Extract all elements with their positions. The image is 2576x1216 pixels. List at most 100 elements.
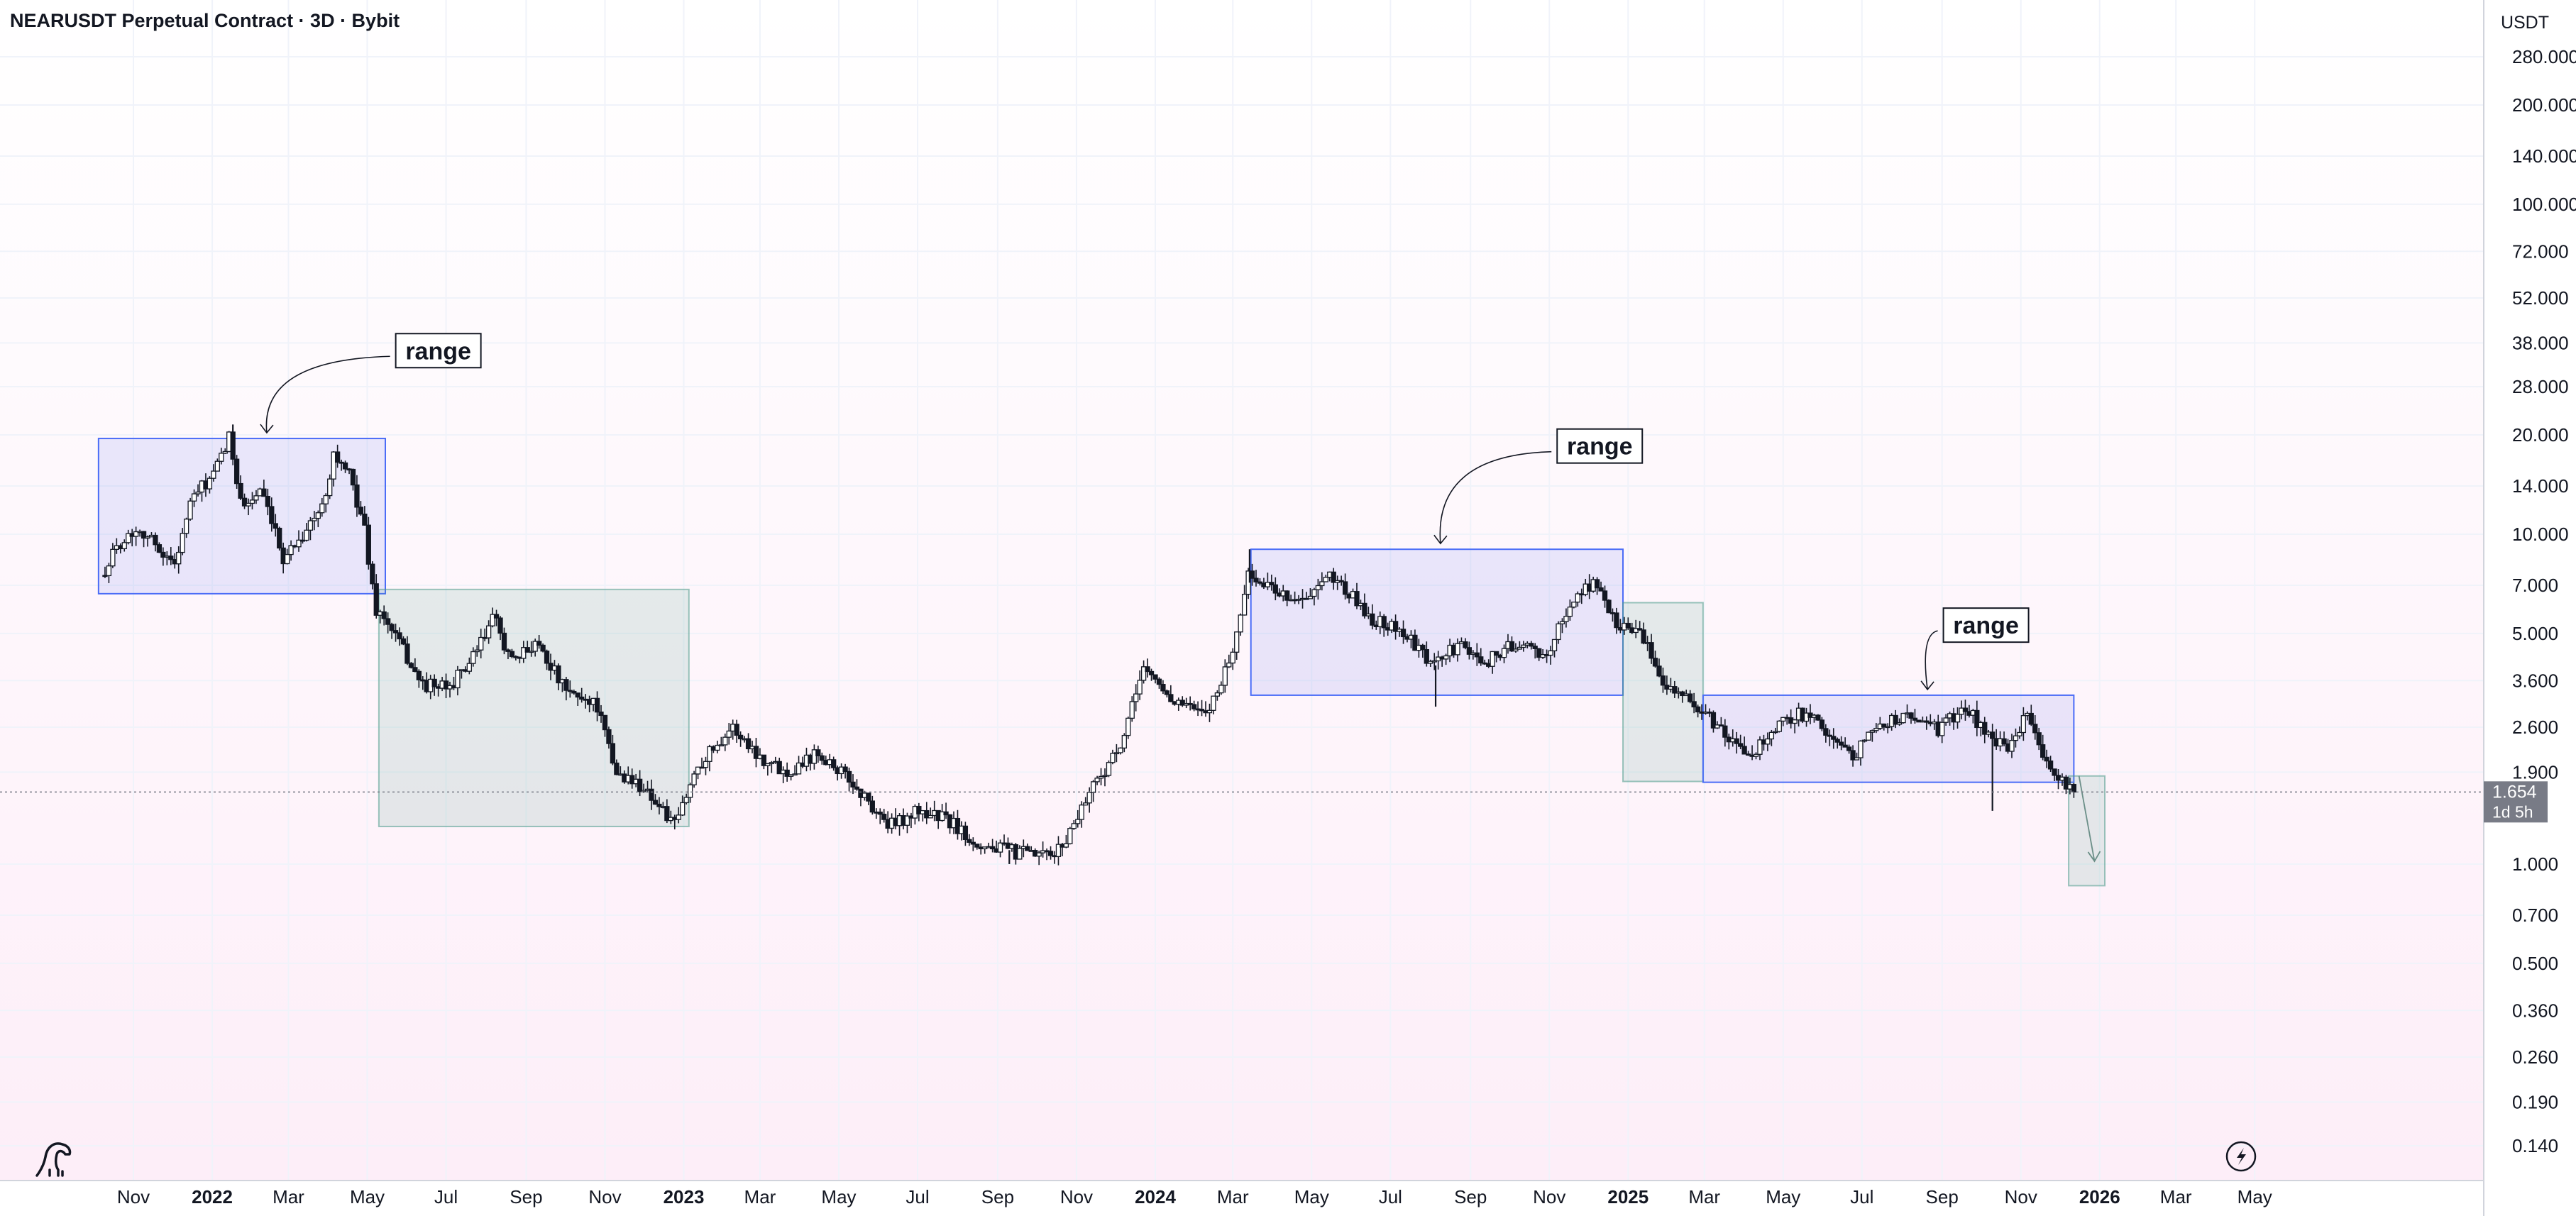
candle-body[interactable] <box>1331 571 1336 583</box>
candle-body[interactable] <box>1672 686 1678 694</box>
candle-body[interactable] <box>734 724 739 736</box>
candle-body[interactable] <box>180 533 185 553</box>
candle-body[interactable] <box>1641 629 1646 644</box>
candle-body[interactable] <box>315 512 321 519</box>
candle-body[interactable] <box>544 651 550 664</box>
candle-body[interactable] <box>1284 590 1290 601</box>
candle-body[interactable] <box>1206 709 1213 714</box>
candle-body[interactable] <box>866 792 871 802</box>
candle-body[interactable] <box>1269 582 1275 585</box>
candle-body[interactable] <box>397 632 402 640</box>
candle-body[interactable] <box>1222 666 1228 686</box>
candle-body[interactable] <box>536 641 542 646</box>
candle-body[interactable] <box>521 647 527 659</box>
candle-body[interactable] <box>2071 784 2077 792</box>
candle-body[interactable] <box>1551 639 1558 652</box>
candle-body[interactable] <box>126 533 131 543</box>
candle-body[interactable] <box>1768 731 1775 740</box>
candle-body[interactable] <box>1140 666 1147 681</box>
candle-body[interactable] <box>370 563 375 585</box>
candle-body[interactable] <box>1392 621 1399 632</box>
candle-body[interactable] <box>928 814 933 819</box>
candle-body[interactable] <box>160 551 166 558</box>
candle-body[interactable] <box>304 529 309 541</box>
candle-body[interactable] <box>1556 623 1561 641</box>
candle-body[interactable] <box>106 565 112 577</box>
candle-body[interactable] <box>656 803 662 807</box>
candle-body[interactable] <box>726 730 732 738</box>
candle-body[interactable] <box>485 625 492 639</box>
candle-body[interactable] <box>222 451 228 454</box>
candle-body[interactable] <box>1850 750 1856 761</box>
candle-body[interactable] <box>1381 616 1387 629</box>
candle-body[interactable] <box>1660 675 1666 686</box>
candle-body[interactable] <box>769 762 774 765</box>
candle-body[interactable] <box>277 527 282 549</box>
candle-body[interactable] <box>1168 694 1174 702</box>
candle-body[interactable] <box>1191 704 1197 709</box>
candle-body[interactable] <box>350 468 356 486</box>
candle-body[interactable] <box>1722 725 1728 738</box>
candle-body[interactable] <box>1245 570 1251 595</box>
candle-body[interactable] <box>1090 781 1096 793</box>
candle-body[interactable] <box>1792 719 1798 724</box>
candle-body[interactable] <box>1753 753 1759 757</box>
candle-body[interactable] <box>939 811 945 822</box>
candle-body[interactable] <box>1532 646 1538 649</box>
candle-body[interactable] <box>1017 848 1023 860</box>
candle-body[interactable] <box>664 806 670 822</box>
candle-body[interactable] <box>556 665 561 684</box>
candle-body[interactable] <box>1831 736 1837 740</box>
candle-body[interactable] <box>707 746 712 762</box>
candle-body[interactable] <box>1924 720 1930 723</box>
candle-body[interactable] <box>1079 805 1084 820</box>
candle-body[interactable] <box>261 488 267 497</box>
candle-body[interactable] <box>811 749 818 764</box>
candle-body[interactable] <box>1179 700 1185 706</box>
candle-body[interactable] <box>722 736 728 746</box>
candle-body[interactable] <box>2063 776 2069 790</box>
candle-body[interactable] <box>1908 712 1914 719</box>
candle-body[interactable] <box>133 531 139 537</box>
candle-body[interactable] <box>2032 724 2038 734</box>
candle-body[interactable] <box>819 755 825 761</box>
range-box[interactable] <box>1250 548 1624 696</box>
candle-body[interactable] <box>718 744 724 747</box>
candle-body[interactable] <box>1338 580 1344 582</box>
candle-body[interactable] <box>1234 631 1240 653</box>
candle-body[interactable] <box>1218 685 1224 694</box>
range-annotations[interactable]: range range range <box>260 333 2101 863</box>
candle-body[interactable] <box>1939 722 1945 736</box>
candle-body[interactable] <box>1315 585 1321 590</box>
candle-body[interactable] <box>1652 658 1658 667</box>
candle-body[interactable] <box>877 812 883 815</box>
candle-body[interactable] <box>1885 726 1890 729</box>
candle-body[interactable] <box>2017 731 2022 736</box>
candle-body[interactable] <box>1606 599 1612 614</box>
candle-body[interactable] <box>253 495 259 501</box>
candle-body[interactable] <box>1571 602 1577 608</box>
candle-body[interactable] <box>614 762 620 775</box>
candle-body[interactable] <box>1633 628 1639 634</box>
candle-body[interactable] <box>846 770 852 783</box>
candle-body[interactable] <box>2001 738 2007 745</box>
candle-body[interactable] <box>331 451 336 480</box>
candle-body[interactable] <box>737 734 744 740</box>
candle-body[interactable] <box>443 680 449 690</box>
candle-body[interactable] <box>187 500 193 520</box>
candle-body[interactable] <box>1869 730 1876 733</box>
candle-body[interactable] <box>1757 739 1763 755</box>
candle-body[interactable] <box>214 460 220 472</box>
candle-body[interactable] <box>249 499 255 504</box>
candle-body[interactable] <box>1424 648 1429 664</box>
candle-body[interactable] <box>1517 646 1523 650</box>
candle-body[interactable] <box>470 651 476 664</box>
candle-body[interactable] <box>575 692 580 698</box>
candle-body[interactable] <box>2040 744 2046 758</box>
time-axis[interactable]: Nov 2022 Mar May Jul Sep Nov 2023 Mar May Jul Sep No… <box>117 1186 2272 1207</box>
candle-body[interactable] <box>195 491 201 494</box>
candle-body[interactable] <box>579 696 585 700</box>
candle-body[interactable] <box>1121 734 1127 749</box>
candle-body[interactable] <box>869 800 875 813</box>
